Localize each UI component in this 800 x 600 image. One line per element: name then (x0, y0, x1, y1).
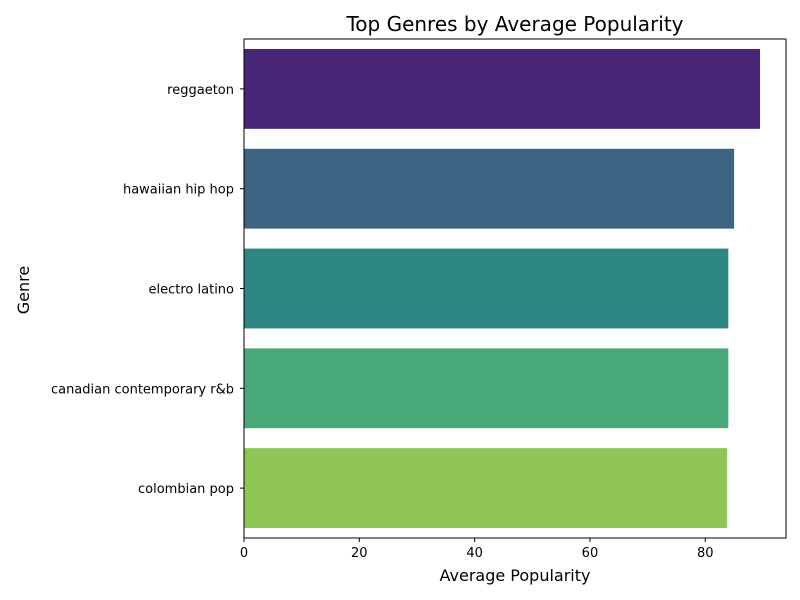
y-axis-label: Genre (14, 266, 33, 314)
axes-frame (243, 38, 787, 539)
y-tick-label-2: electro latino (149, 283, 235, 298)
y-tick-label-0: reggaeton (167, 83, 234, 98)
y-tick-labels: reggaeton hawaiian hip hop electro latino c… (51, 83, 244, 497)
bar-0 (244, 48, 761, 129)
bar-2 (244, 248, 729, 329)
x-tick-label-0: 0 (240, 546, 248, 561)
x-ticks: 0 20 40 60 80 (240, 538, 714, 561)
x-tick-label-1: 20 (351, 546, 368, 561)
x-tick-label-4: 80 (697, 546, 714, 561)
bar-1 (244, 148, 735, 229)
bar-3 (244, 348, 729, 429)
x-axis-label: Average Popularity (440, 566, 591, 585)
x-tick-label-3: 60 (582, 546, 599, 561)
bar-4 (244, 448, 728, 529)
bars (244, 48, 761, 529)
x-tick-label-2: 40 (466, 546, 483, 561)
chart-title: Top Genres by Average Popularity (345, 12, 683, 36)
y-tick-label-1: hawaiian hip hop (123, 183, 234, 198)
y-tick-label-4: colombian pop (138, 482, 234, 497)
plot-frame (243, 38, 787, 539)
y-tick-label-3: canadian contemporary r&b (51, 382, 234, 397)
